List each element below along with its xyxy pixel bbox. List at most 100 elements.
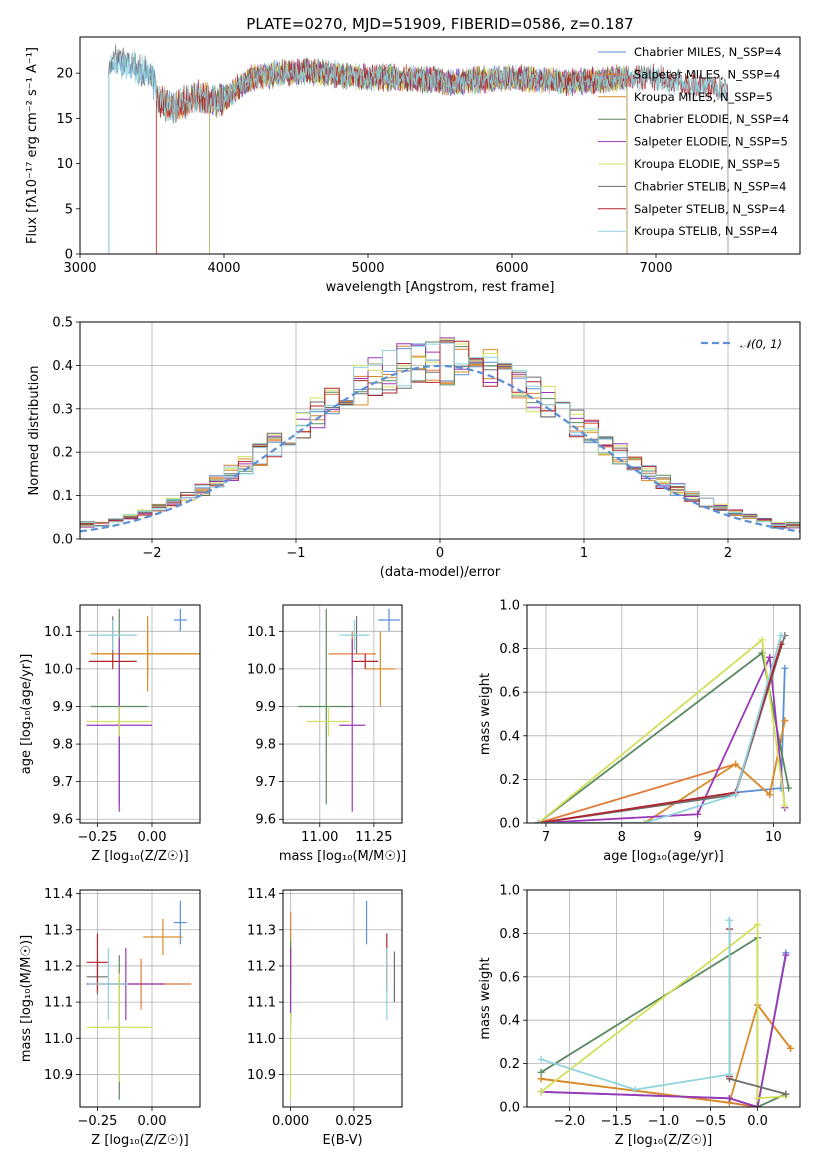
weight-marker xyxy=(787,1044,795,1052)
weight-marker xyxy=(754,1094,762,1102)
legend-label-5: Salpeter ELODIE, N_SSP=5 xyxy=(634,135,788,149)
y-tick-label: 11.3 xyxy=(247,923,276,938)
y-tick-label: 11.0 xyxy=(247,1032,276,1047)
y-tick-label: 0.3 xyxy=(52,402,73,417)
weight-marker xyxy=(758,636,766,644)
x-tick-label: 9 xyxy=(693,830,701,845)
x-tick-label: −1.5 xyxy=(601,1114,633,1129)
error-bar-9 xyxy=(339,620,370,651)
y-tick-label: 10 xyxy=(56,157,73,172)
weight-marker xyxy=(631,1086,639,1094)
x-axis-label: age [log₁₀(age/yr)] xyxy=(603,849,724,864)
y-tick-label: 0.2 xyxy=(499,773,520,788)
weight-series-6 xyxy=(537,921,790,1102)
plot-area xyxy=(534,632,793,823)
error-bar-8 xyxy=(88,653,137,669)
y-tick-label: 9.8 xyxy=(255,738,276,753)
plot-area xyxy=(86,900,192,1100)
x-axis-label: E(B-V) xyxy=(322,1133,362,1148)
histogram-series-9 xyxy=(80,342,800,527)
x-tick-label: −1.0 xyxy=(648,1114,680,1129)
y-tick-label: 9.7 xyxy=(52,775,73,790)
plot-area xyxy=(289,900,396,1100)
chart-title: PLATE=0270, MJD=51909, FIBERID=0586, z=0… xyxy=(246,15,633,33)
y-tick-label: 11.0 xyxy=(44,1032,73,1047)
axes-frame xyxy=(282,604,403,824)
weight-line xyxy=(541,954,787,1107)
y-tick-label: 0.4 xyxy=(499,729,520,744)
x-tick-label: 0.00 xyxy=(138,830,167,845)
histogram-series-8 xyxy=(80,340,800,527)
x-tick-label: −0.5 xyxy=(695,1114,727,1129)
axes-6: −0.25 0.00 10.9 11.0 11.1 11.2 11.3 11.4 Z [log₁… xyxy=(19,887,201,1148)
y-tick-label: 9.6 xyxy=(255,813,276,828)
legend-label-normal: 𝒩(0, 1) xyxy=(740,337,782,351)
x-axis-label: mass [log₁₀(M/M☉)] xyxy=(279,849,406,864)
x-tick-label: −2.0 xyxy=(554,1114,586,1129)
legend-label-7: Chabrier STELIB, N_SSP=4 xyxy=(634,179,786,193)
y-tick-label: 10.9 xyxy=(247,1068,276,1083)
y-tick-label: 0.0 xyxy=(499,817,520,832)
y-tick-label: 0.4 xyxy=(499,1014,520,1029)
plot-area xyxy=(298,608,400,812)
error-bar-1 xyxy=(378,608,400,632)
error-bar-6 xyxy=(86,973,152,1082)
weight-marker xyxy=(754,921,762,929)
x-tick-label: −0.25 xyxy=(78,1114,118,1129)
weight-series-9 xyxy=(534,632,785,823)
weight-marker xyxy=(725,1070,733,1078)
weight-line xyxy=(538,668,786,823)
error-bar-8 xyxy=(352,653,379,669)
y-tick-label: 11.2 xyxy=(44,959,73,974)
legend-label-3: Kroupa MILES, N_SSP=5 xyxy=(634,90,773,104)
axes-7: 0.000 0.025 10.9 11.0 11.1 11.2 11.3 11.4 E(B-V) xyxy=(247,887,403,1148)
x-axis-label: (data-model)/error xyxy=(380,565,501,580)
weight-series-3 xyxy=(537,1001,795,1107)
y-tick-label: 0.2 xyxy=(52,446,73,461)
y-tick-label: 10.0 xyxy=(44,662,73,677)
y-tick-label: 0.6 xyxy=(499,686,520,701)
y-axis-label: age [log₁₀(age/yr)] xyxy=(19,654,34,775)
weight-marker xyxy=(781,717,789,725)
x-axis-label: Z [log₁₀(Z/Z☉)] xyxy=(91,849,188,864)
normal-reference-curve xyxy=(80,364,800,533)
x-tick-label: 0.000 xyxy=(272,1114,309,1129)
legend-label-6: Kroupa ELODIE, N_SSP=5 xyxy=(634,157,780,171)
plot-area xyxy=(80,337,800,533)
weight-marker xyxy=(754,1103,762,1107)
weight-marker xyxy=(537,1068,545,1076)
y-tick-label: 11.4 xyxy=(44,887,73,902)
legend-label-4: Chabrier ELODIE, N_SSP=4 xyxy=(634,112,789,126)
x-tick-label: 10 xyxy=(765,830,782,845)
weight-marker xyxy=(777,632,785,640)
x-tick-label: 1 xyxy=(580,546,588,561)
y-tick-label: 10.0 xyxy=(247,662,276,677)
y-tick-label: 9.6 xyxy=(52,813,73,828)
y-tick-label: 10.9 xyxy=(44,1068,73,1083)
plot-area xyxy=(108,44,729,254)
weight-marker xyxy=(725,916,733,924)
x-tick-label: 3000 xyxy=(63,261,96,276)
y-tick-label: 0.8 xyxy=(499,642,520,657)
y-tick-label: 1.0 xyxy=(499,599,520,614)
y-tick-label: 11.3 xyxy=(44,923,73,938)
weight-marker xyxy=(781,664,789,672)
y-tick-label: 11.1 xyxy=(247,996,276,1011)
weight-marker xyxy=(766,791,774,799)
x-tick-label: −2 xyxy=(142,546,161,561)
weight-marker xyxy=(725,1094,733,1102)
x-axis-label: wavelength [Angstrom, rest frame] xyxy=(326,280,555,295)
weight-marker xyxy=(785,784,793,792)
y-tick-label: 15 xyxy=(56,112,73,127)
x-tick-label: 6000 xyxy=(495,261,528,276)
axes-8: −2.0 −1.5 −1.0 −0.5 0.0 0.0 0.2 0.4 0.6 0.8 1.0 Z [… xyxy=(478,884,801,1148)
plot-area xyxy=(86,608,200,812)
x-axis-label: Z [log₁₀(Z/Z☉)] xyxy=(91,1133,188,1148)
x-tick-label: 7 xyxy=(542,830,550,845)
legend: 𝒩(0, 1) xyxy=(701,337,782,351)
spectrum-series-9 xyxy=(108,50,729,254)
weight-line xyxy=(540,920,731,1091)
y-axis-label: mass weight xyxy=(478,673,493,755)
y-axis-label: mass weight xyxy=(478,957,493,1039)
x-tick-label: 11.00 xyxy=(301,830,338,845)
